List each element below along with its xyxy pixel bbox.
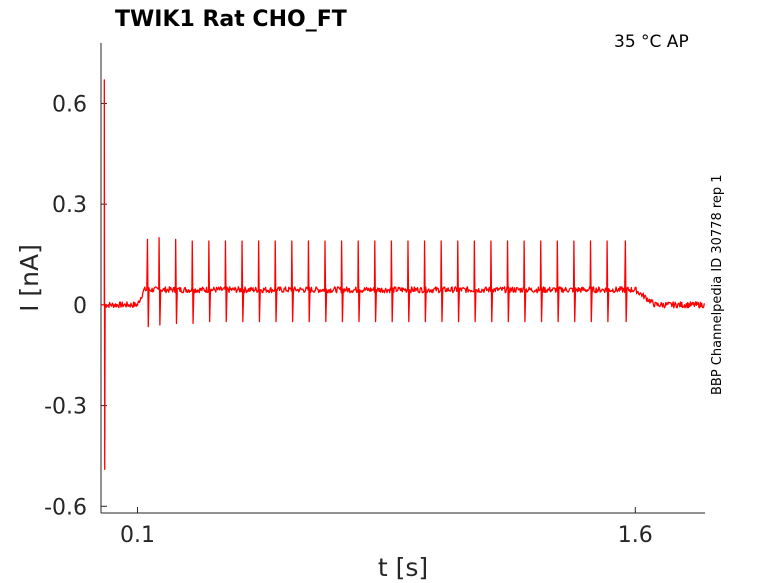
- y-tick-label: -0.3: [44, 395, 87, 420]
- condition-label: 35 °C AP: [614, 32, 689, 52]
- chart-title: TWIK1 Rat CHO_FT: [115, 7, 347, 32]
- x-tick-label: 0.1: [120, 523, 155, 548]
- y-tick-label: 0.3: [52, 193, 87, 218]
- y-tick-label: -0.6: [44, 495, 87, 520]
- y-ticks: 0.6 0.3 0 -0.3 -0.6: [44, 92, 107, 520]
- y-tick-label: 0.6: [52, 92, 87, 117]
- channelpedia-id-label: BBP Channelpedia ID 30778 rep 1: [710, 174, 725, 395]
- y-axis-label: I [nA]: [15, 244, 44, 312]
- current-trace-line: [101, 79, 705, 471]
- plot-area: 0.6 0.3 0 -0.3 -0.6 0.1 1.6: [44, 43, 705, 548]
- x-tick-label: 1.6: [618, 523, 653, 548]
- x-ticks: 0.1 1.6: [120, 507, 653, 548]
- x-axis-label: t [s]: [378, 553, 428, 582]
- y-tick-label: 0: [73, 294, 87, 319]
